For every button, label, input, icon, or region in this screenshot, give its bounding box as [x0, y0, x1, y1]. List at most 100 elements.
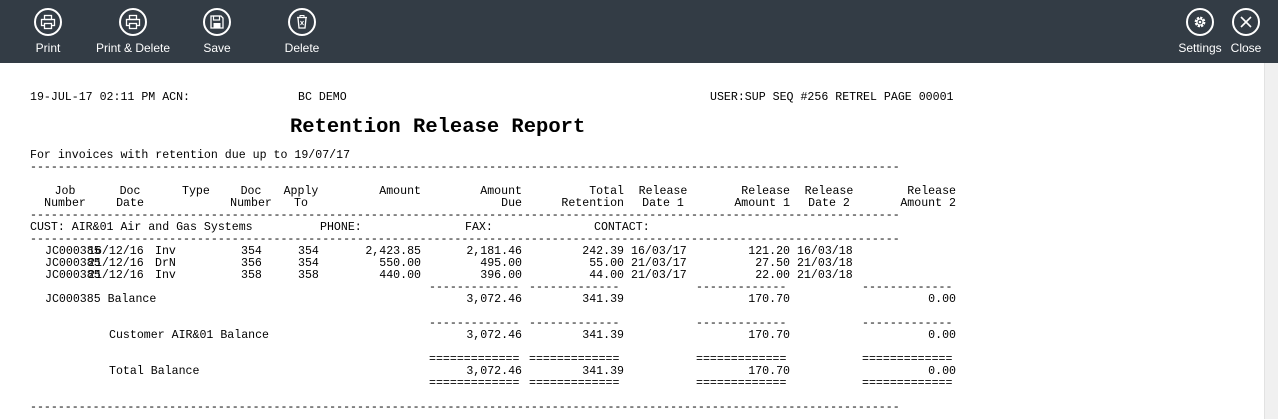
customer-fax-label: FAX: — [465, 221, 493, 234]
amount-due: 495.00 — [480, 257, 522, 270]
job-number: JC000385 — [45, 245, 101, 258]
apply-to: 354 — [298, 245, 319, 258]
print-button[interactable]: Print — [24, 0, 72, 63]
subtotal-underline: ------------- — [429, 281, 520, 294]
print-delete-label: Print & Delete — [95, 41, 171, 55]
total-double-underline: ============= — [429, 353, 520, 366]
release-date-2: 16/03/18 — [797, 245, 853, 258]
col-header-release-amount-2: Release Amount 2 — [900, 185, 956, 210]
col-header-release-date-2: Release Date 2 — [804, 185, 854, 210]
col-header-release-amount-1: Release Amount 1 — [734, 185, 790, 210]
doc-date: 21/12/16 — [88, 257, 144, 270]
col-header-job-number: Job Number — [44, 185, 86, 210]
subtotal-underline: ------------- — [429, 317, 520, 330]
close-button[interactable]: Close — [1226, 0, 1266, 63]
customer-balance-label: Customer AIR&01 Balance — [109, 329, 270, 342]
settings-button[interactable]: Settings — [1174, 0, 1226, 63]
delete-button[interactable]: Delete — [278, 0, 326, 63]
print-label: Print — [35, 41, 61, 55]
separator-line: ----------------------------------------… — [30, 209, 900, 222]
job-balance-retention: 341.39 — [582, 293, 624, 306]
report-page — [0, 63, 1264, 419]
job-balance-release-2: 0.00 — [928, 293, 956, 306]
subtotal-underline: ------------- — [862, 281, 953, 294]
col-header-amount: Amount — [379, 185, 421, 198]
vertical-scrollbar[interactable] — [1264, 63, 1278, 419]
total-retention: 55.00 — [589, 257, 624, 270]
release-date-1: 21/03/17 — [631, 257, 687, 270]
job-number: JC000385 — [45, 269, 101, 282]
save-button[interactable]: Save — [193, 0, 241, 63]
delete-label: Delete — [284, 41, 320, 55]
release-amount-1: 22.00 — [755, 269, 790, 282]
apply-to: 354 — [298, 257, 319, 270]
col-header-type: Type — [182, 185, 210, 198]
release-date-2: 21/03/18 — [797, 257, 853, 270]
company-name: BC DEMO — [298, 91, 347, 104]
doc-number: 356 — [241, 257, 262, 270]
customer-balance-due: 3,072.46 — [466, 329, 522, 342]
total-double-underline: ============= — [696, 353, 787, 366]
doc-type: DrN — [155, 257, 176, 270]
report-title: Retention Release Report — [290, 116, 586, 139]
apply-to: 358 — [298, 269, 319, 282]
job-balance-label: JC000385 Balance — [45, 293, 157, 306]
amount-due: 2,181.46 — [466, 245, 522, 258]
total-balance-due: 3,072.46 — [466, 365, 522, 378]
doc-type: Inv — [155, 245, 176, 258]
customer-contact-label: CONTACT: — [594, 221, 650, 234]
release-amount-1: 121.20 — [748, 245, 790, 258]
total-double-underline: ============= — [429, 377, 520, 390]
release-date-2: 21/03/18 — [797, 269, 853, 282]
separator-line: ----------------------------------------… — [30, 161, 900, 174]
subtotal-underline: ------------- — [862, 317, 953, 330]
gear-icon — [1186, 8, 1214, 36]
doc-type: Inv — [155, 269, 176, 282]
floppy-disk-icon — [203, 8, 231, 36]
print-delete-button[interactable]: Print & Delete — [92, 0, 174, 63]
total-balance-release-2: 0.00 — [928, 365, 956, 378]
col-header-doc-number: Doc Number — [230, 185, 272, 210]
total-double-underline: ============= — [862, 353, 953, 366]
total-double-underline: ============= — [862, 377, 953, 390]
col-header-doc-date: Doc Date — [116, 185, 144, 210]
amount-due: 396.00 — [480, 269, 522, 282]
amount: 440.00 — [379, 269, 421, 282]
customer-balance-retention: 341.39 — [582, 329, 624, 342]
total-balance-label: Total Balance — [109, 365, 200, 378]
release-date-1: 21/03/17 — [631, 269, 687, 282]
customer-name: CUST: AIR&01 Air and Gas Systems — [30, 221, 253, 234]
total-retention: 44.00 — [589, 269, 624, 282]
separator-line: ----------------------------------------… — [30, 233, 900, 246]
printer-icon — [34, 8, 62, 36]
amount: 550.00 — [379, 257, 421, 270]
doc-date: 21/12/16 — [88, 269, 144, 282]
col-header-release-date-1: Release Date 1 — [638, 185, 688, 210]
customer-phone-label: PHONE: — [320, 221, 362, 234]
release-amount-1: 27.50 — [755, 257, 790, 270]
close-label: Close — [1230, 41, 1262, 55]
doc-date: 16/12/16 — [88, 245, 144, 258]
job-number: JC000385 — [45, 257, 101, 270]
total-balance-retention: 341.39 — [582, 365, 624, 378]
toolbar: Print Print & Delete Save Delete Setting… — [0, 0, 1278, 63]
report-header-right: USER:SUP SEQ #256 RETREL PAGE 00001 — [710, 91, 954, 104]
separator-line: ----------------------------------------… — [30, 401, 900, 414]
save-label: Save — [203, 41, 231, 55]
total-balance-release-1: 170.70 — [748, 365, 790, 378]
col-header-total-retention: Total Retention — [561, 185, 624, 210]
doc-number: 358 — [241, 269, 262, 282]
close-icon — [1232, 8, 1260, 36]
customer-balance-release-2: 0.00 — [928, 329, 956, 342]
total-retention: 242.39 — [582, 245, 624, 258]
job-balance-due: 3,072.46 — [466, 293, 522, 306]
col-header-amount-due: Amount Due — [480, 185, 522, 210]
job-balance-release-1: 170.70 — [748, 293, 790, 306]
total-double-underline: ============= — [696, 377, 787, 390]
subtotal-underline: ------------- — [696, 281, 787, 294]
report-subtitle: For invoices with retention due up to 19… — [30, 149, 351, 162]
amount: 2,423.85 — [365, 245, 421, 258]
printer-icon — [119, 8, 147, 36]
trash-icon — [288, 8, 316, 36]
settings-label: Settings — [1178, 41, 1222, 55]
